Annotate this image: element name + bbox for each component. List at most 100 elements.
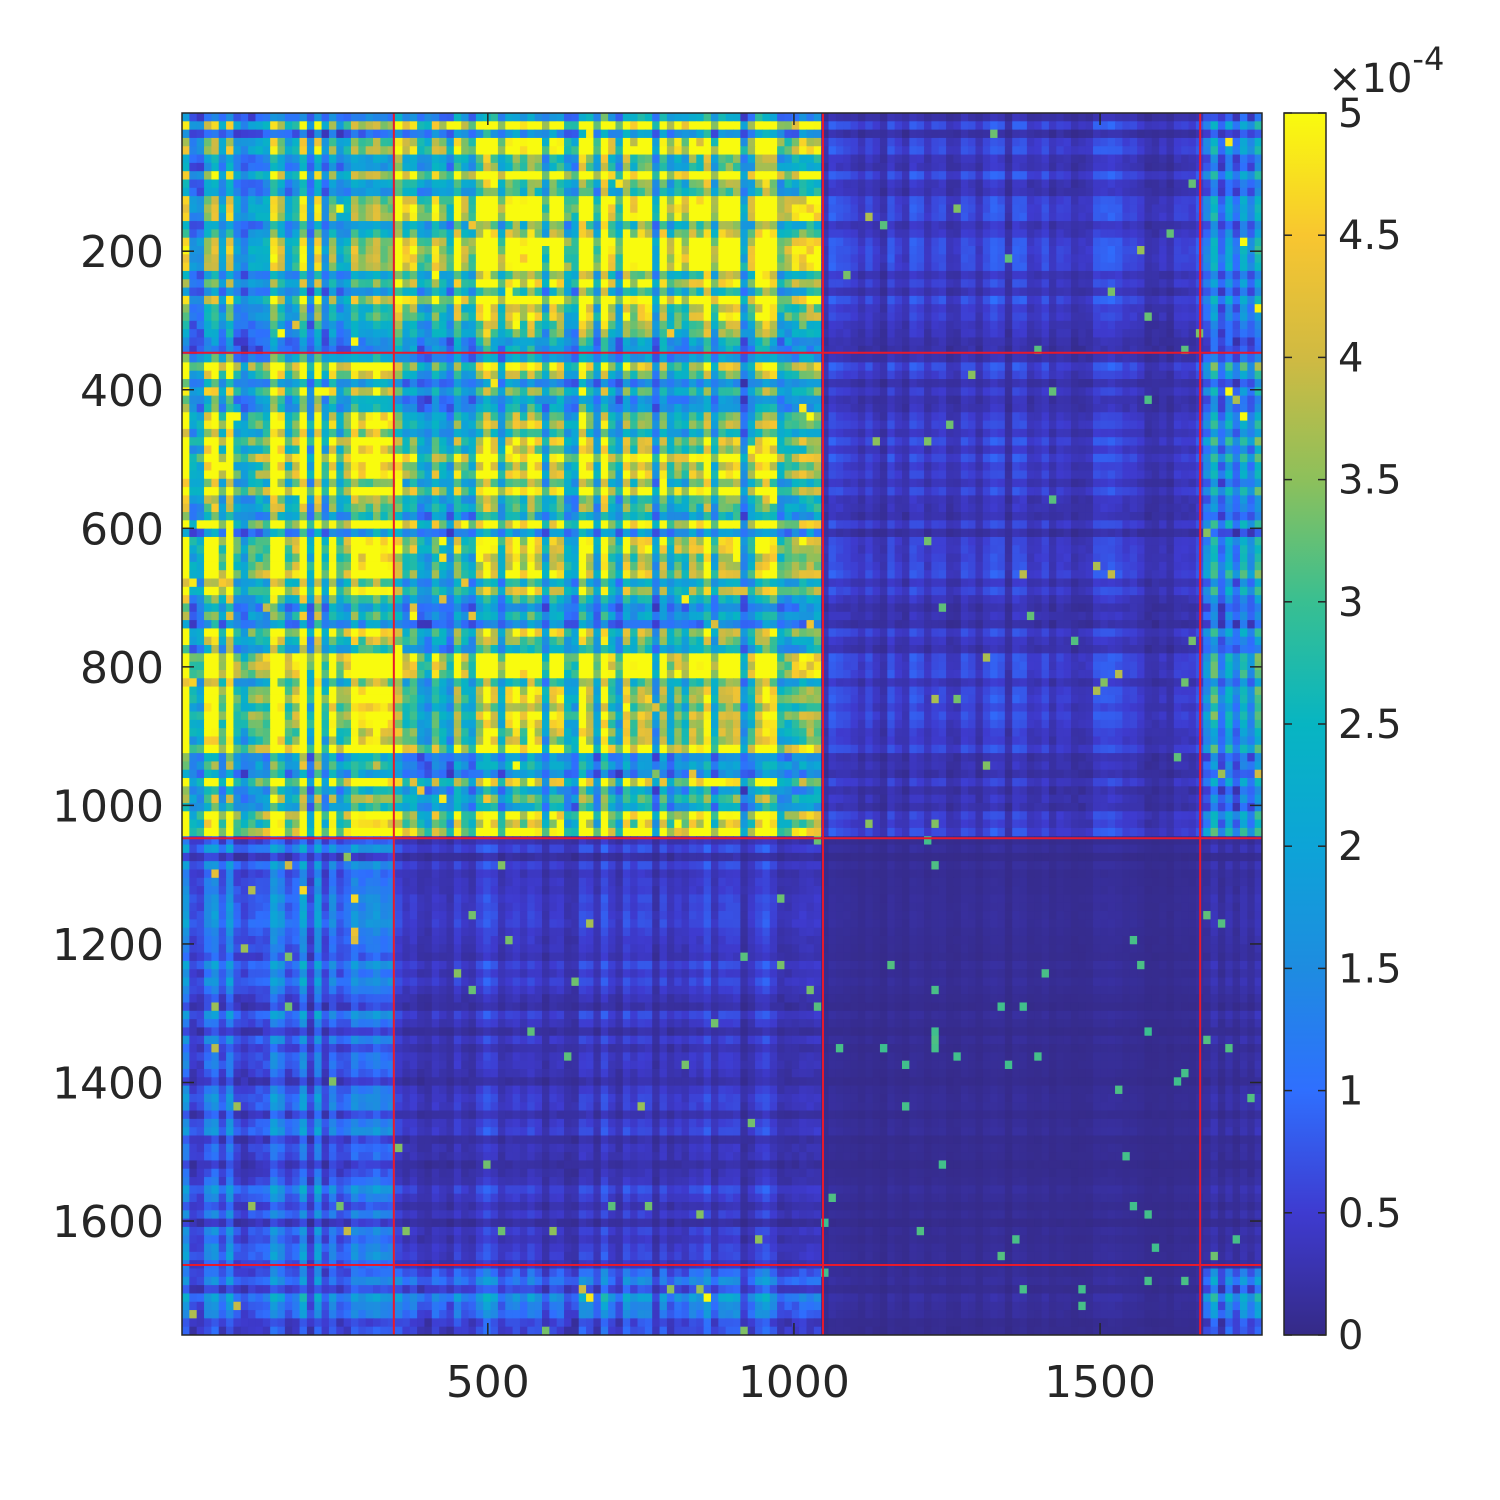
heatmap-cell bbox=[277, 387, 286, 397]
heatmap-cell bbox=[196, 246, 205, 255]
heatmap-cell bbox=[968, 137, 977, 147]
heatmap-cell bbox=[1232, 246, 1241, 255]
heatmap-cell bbox=[953, 295, 962, 305]
heatmap-cell bbox=[608, 312, 617, 322]
heatmap-cell bbox=[1078, 270, 1087, 280]
heatmap-cell bbox=[608, 179, 617, 189]
heatmap-cell bbox=[343, 154, 352, 164]
heatmap-cell bbox=[1004, 196, 1013, 206]
heatmap-cell bbox=[527, 279, 536, 289]
heatmap-cell bbox=[916, 204, 925, 214]
heatmap-cell bbox=[681, 287, 690, 297]
heatmap-cell bbox=[902, 312, 910, 322]
heatmap-cell bbox=[960, 154, 969, 164]
heatmap-cell bbox=[710, 329, 719, 339]
heatmap-cell bbox=[1063, 179, 1072, 189]
heatmap-cell bbox=[336, 113, 345, 122]
heatmap-cell bbox=[380, 329, 389, 339]
heatmap-cell bbox=[799, 212, 808, 222]
heatmap-cell bbox=[968, 179, 977, 189]
heatmap-cell bbox=[343, 387, 352, 397]
heatmap-cell bbox=[909, 279, 918, 289]
heatmap-cell bbox=[505, 229, 514, 239]
heatmap-cell bbox=[1151, 171, 1160, 181]
heatmap-cell bbox=[622, 196, 631, 206]
heatmap-cell bbox=[446, 337, 455, 347]
heatmap-cell bbox=[1188, 370, 1197, 380]
heatmap-cell bbox=[813, 187, 822, 197]
heatmap-cell bbox=[373, 171, 381, 181]
heatmap-cell bbox=[512, 246, 521, 255]
heatmap-cell bbox=[843, 121, 852, 131]
heatmap-cell bbox=[843, 212, 852, 222]
heatmap-cell bbox=[725, 345, 734, 355]
heatmap-cell bbox=[1173, 146, 1182, 156]
heatmap-cell bbox=[644, 212, 653, 222]
heatmap-cell bbox=[218, 345, 227, 355]
heatmap-cell bbox=[710, 304, 719, 314]
heatmap-cell bbox=[343, 237, 352, 247]
heatmap-cell bbox=[710, 312, 719, 322]
heatmap-cell bbox=[402, 345, 411, 355]
heatmap-cell bbox=[1063, 337, 1072, 347]
heatmap-cell bbox=[1019, 171, 1028, 181]
heatmap-cell bbox=[791, 121, 800, 131]
heatmap-cell bbox=[424, 362, 433, 372]
heatmap-cell bbox=[314, 262, 323, 272]
heatmap-cell bbox=[483, 329, 492, 339]
heatmap-cell bbox=[843, 146, 852, 156]
heatmap-cell bbox=[1100, 179, 1109, 189]
heatmap-cell bbox=[490, 304, 499, 314]
heatmap-cell bbox=[497, 354, 506, 363]
heatmap-cell bbox=[674, 121, 683, 131]
heatmap-cell bbox=[453, 279, 462, 289]
heatmap-cell bbox=[968, 146, 977, 156]
heatmap-cell bbox=[791, 320, 800, 330]
heatmap-cell bbox=[505, 121, 514, 131]
heatmap-cell bbox=[240, 113, 249, 122]
heatmap-cell bbox=[321, 162, 330, 172]
heatmap-cell bbox=[909, 154, 918, 164]
heatmap-cell bbox=[226, 320, 235, 330]
heatmap-cell bbox=[887, 345, 896, 355]
heatmap-cell bbox=[1188, 287, 1197, 297]
heatmap-cell bbox=[453, 362, 462, 372]
heatmap-cell bbox=[1159, 312, 1168, 322]
heatmap-cell bbox=[204, 379, 212, 388]
heatmap-cell bbox=[909, 229, 918, 239]
heatmap-cell bbox=[674, 137, 683, 147]
heatmap-cell bbox=[644, 196, 653, 206]
heatmap-cell bbox=[1173, 221, 1182, 230]
heatmap-cell bbox=[262, 254, 271, 264]
heatmap-cell bbox=[652, 354, 661, 363]
heatmap-cell bbox=[600, 162, 609, 172]
heatmap-cell bbox=[1122, 379, 1131, 388]
heatmap-cell bbox=[924, 279, 932, 289]
heatmap-cell bbox=[652, 345, 661, 355]
heatmap-cell bbox=[402, 295, 411, 305]
heatmap-cell bbox=[1122, 312, 1131, 322]
heatmap-cell bbox=[755, 262, 764, 272]
heatmap-cell bbox=[527, 196, 536, 206]
heatmap-cell bbox=[652, 295, 661, 305]
heatmap-cell bbox=[387, 196, 396, 206]
heatmap-cell bbox=[733, 295, 741, 305]
heatmap-cell bbox=[1063, 246, 1072, 255]
heatmap-cell bbox=[248, 387, 257, 397]
heatmap-cell bbox=[578, 179, 587, 189]
heatmap-cell bbox=[740, 146, 749, 156]
heatmap-cell bbox=[255, 121, 264, 131]
heatmap-cell bbox=[1181, 237, 1190, 247]
heatmap-cell bbox=[997, 113, 1006, 122]
heatmap-cell bbox=[666, 162, 675, 172]
heatmap-cell bbox=[762, 212, 771, 222]
heatmap-cell bbox=[1063, 162, 1072, 172]
heatmap-cell bbox=[226, 362, 235, 372]
heatmap-cell bbox=[343, 146, 352, 156]
heatmap-cell bbox=[439, 304, 448, 314]
heatmap-cell bbox=[431, 295, 440, 305]
heatmap-cell bbox=[777, 304, 786, 314]
heatmap-cell bbox=[519, 204, 528, 214]
heatmap-cell bbox=[835, 212, 844, 222]
heatmap-cell bbox=[519, 121, 528, 131]
